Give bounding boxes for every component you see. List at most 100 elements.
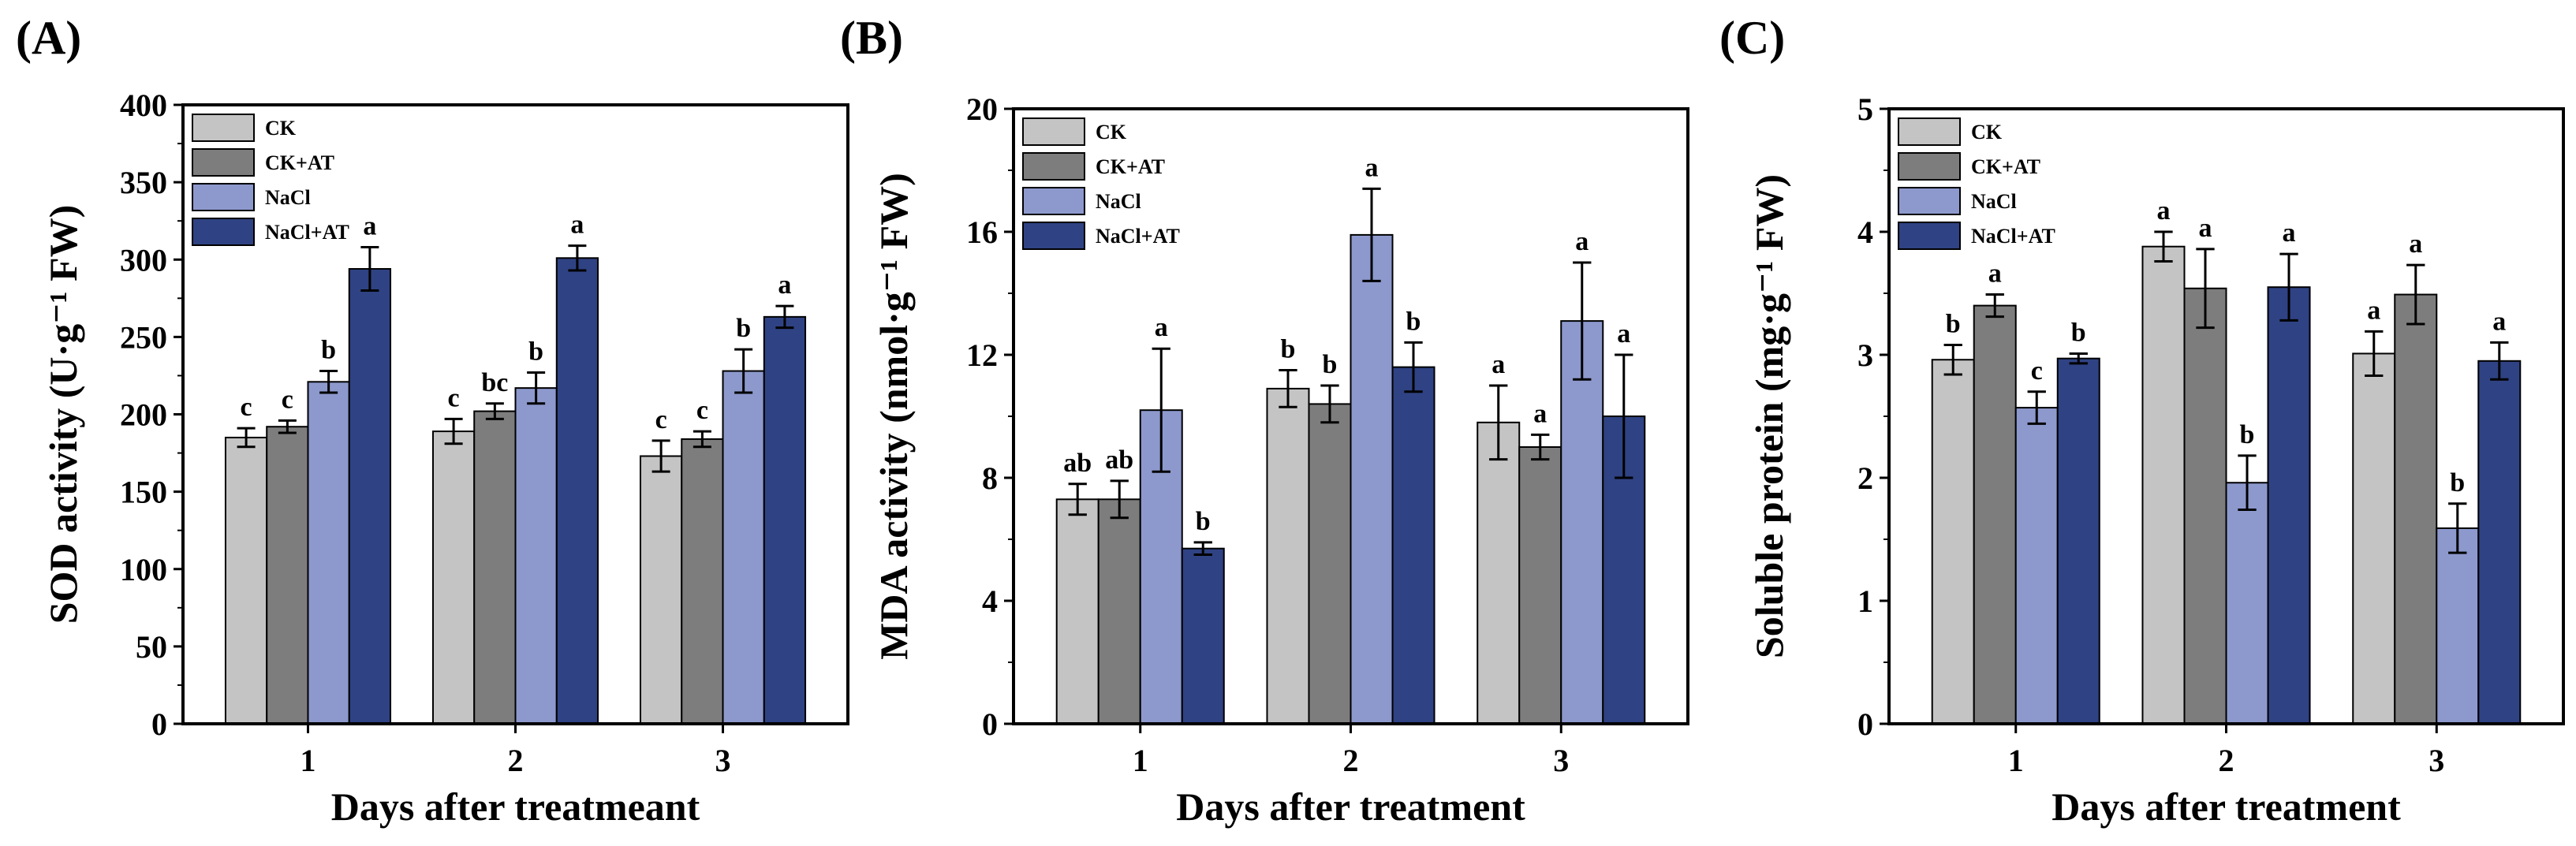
y-tick-label: 350 — [120, 165, 167, 200]
significance-label: b — [1946, 310, 1961, 339]
legend-swatch-nacl-at — [1898, 222, 1961, 250]
significance-label: c — [282, 385, 293, 414]
bar-day2-nacl-at — [555, 257, 599, 725]
legend-swatch-nacl-at — [192, 218, 255, 246]
bar-day2-nacl — [2225, 482, 2269, 725]
bar-day2-nacl — [514, 387, 558, 725]
bar-day1-ck-at — [266, 426, 309, 725]
panel-label: (A) — [16, 12, 81, 64]
legend-swatch-ck — [192, 114, 255, 142]
significance-label: b — [2071, 318, 2086, 347]
legend-swatch-nacl — [1022, 187, 1085, 215]
y-tick-label: 300 — [120, 242, 167, 278]
significance-label: b — [2450, 468, 2465, 498]
plot-frame — [181, 103, 849, 725]
significance-label: a — [778, 270, 791, 300]
legend-swatch-nacl — [1898, 187, 1961, 215]
significance-label: c — [696, 396, 708, 425]
bar-day3-nacl-at — [2477, 360, 2522, 725]
significance-label: a — [363, 212, 376, 241]
significance-label: a — [1533, 399, 1547, 428]
legend-label: NaCl+AT — [1971, 225, 2055, 248]
significance-label: c — [2031, 356, 2043, 386]
y-tick-label: 0 — [1857, 706, 1873, 742]
significance-label: a — [1491, 350, 1505, 379]
bar-day1-nacl-at — [1181, 547, 1225, 725]
legend-label: NaCl — [1971, 190, 2017, 213]
legend-swatch-nacl — [192, 183, 255, 211]
x-tick-label: 3 — [2429, 743, 2444, 778]
bar-day2-ck-at — [2183, 287, 2227, 725]
bar-day1-nacl-at — [348, 268, 392, 725]
bar-day3-nacl-at — [763, 315, 807, 725]
panel-label: (B) — [840, 12, 903, 64]
significance-label: ab — [1105, 445, 1133, 475]
significance-label: c — [655, 405, 667, 434]
significance-label: a — [1617, 319, 1630, 348]
significance-label: c — [448, 383, 460, 412]
significance-label: b — [736, 314, 751, 343]
x-tick-label: 1 — [2008, 743, 2024, 778]
y-tick-label: 2 — [1857, 460, 1873, 496]
legend-swatch-ck — [1898, 117, 1961, 146]
significance-label: bc — [481, 368, 508, 397]
bar-day2-nacl-at — [2267, 286, 2311, 725]
significance-label: b — [1281, 335, 1296, 364]
bar-day2-ck — [2141, 245, 2186, 725]
bar-day3-ck-at — [1518, 446, 1562, 725]
x-tick-label: 3 — [715, 743, 731, 778]
bar-day3-ck-at — [2394, 293, 2438, 725]
legend-swatch-ck-at — [192, 148, 255, 177]
significance-label: a — [1988, 259, 2002, 289]
legend-swatch-nacl-at — [1022, 222, 1085, 250]
y-tick-label: 16 — [966, 214, 998, 250]
bar-day1-ck-at — [1097, 498, 1141, 725]
significance-label: a — [2198, 214, 2212, 243]
significance-label: a — [2367, 296, 2380, 325]
significance-label: b — [1196, 507, 1211, 536]
y-tick-label: 100 — [120, 552, 167, 587]
y-tick-label: 250 — [120, 319, 167, 355]
significance-label: a — [1155, 313, 1168, 342]
bar-day1-ck — [1055, 498, 1099, 725]
bar-day1-nacl — [307, 381, 350, 725]
bar-day1-ck-at — [1973, 304, 2017, 725]
legend-label: CK+AT — [1971, 155, 2040, 178]
bar-day1-ck — [224, 436, 268, 725]
x-axis-title: Days after treatment — [2051, 785, 2401, 829]
x-tick-label: 2 — [508, 743, 524, 778]
y-axis-title: Soluble protein (mg·g⁻¹ FW) — [1747, 174, 1791, 658]
x-tick-label: 1 — [1133, 743, 1148, 778]
y-tick-label: 4 — [1857, 214, 1873, 250]
y-tick-label: 400 — [120, 88, 167, 123]
bar-day3-nacl — [722, 370, 765, 725]
y-axis-title: SOD activity (U·g⁻¹ FW) — [41, 205, 85, 624]
x-tick-label: 1 — [300, 743, 315, 778]
legend-label: NaCl — [1096, 190, 1141, 213]
y-tick-label: 5 — [1857, 91, 1873, 127]
legend-swatch-ck-at — [1022, 152, 1085, 181]
y-tick-label: 12 — [966, 337, 998, 373]
significance-label: a — [2283, 218, 2296, 248]
significance-label: ab — [1063, 449, 1092, 478]
y-tick-label: 150 — [120, 475, 167, 510]
legend-label: CK — [1971, 121, 2003, 143]
bar-day2-ck — [1266, 387, 1310, 725]
x-tick-label: 2 — [2219, 743, 2234, 778]
y-axis-title: MDA activity (nmol·g⁻¹ FW) — [872, 173, 916, 660]
plot-frame — [1887, 107, 2565, 725]
bar-day1-nacl-at — [2056, 357, 2100, 725]
bar-day2-ck-at — [1308, 403, 1352, 725]
bar-day2-ck-at — [473, 410, 517, 725]
legend-label: CK+AT — [1096, 155, 1165, 178]
significance-label: b — [2240, 420, 2255, 449]
panel-label: (C) — [1719, 12, 1785, 64]
significance-label: a — [570, 211, 584, 240]
legend: CK CK+AT NaCl NaCl+AT — [192, 114, 349, 246]
legend-label: NaCl+AT — [1096, 225, 1180, 248]
x-tick-label: 2 — [1343, 743, 1359, 778]
bar-day2-nacl — [1350, 233, 1394, 725]
